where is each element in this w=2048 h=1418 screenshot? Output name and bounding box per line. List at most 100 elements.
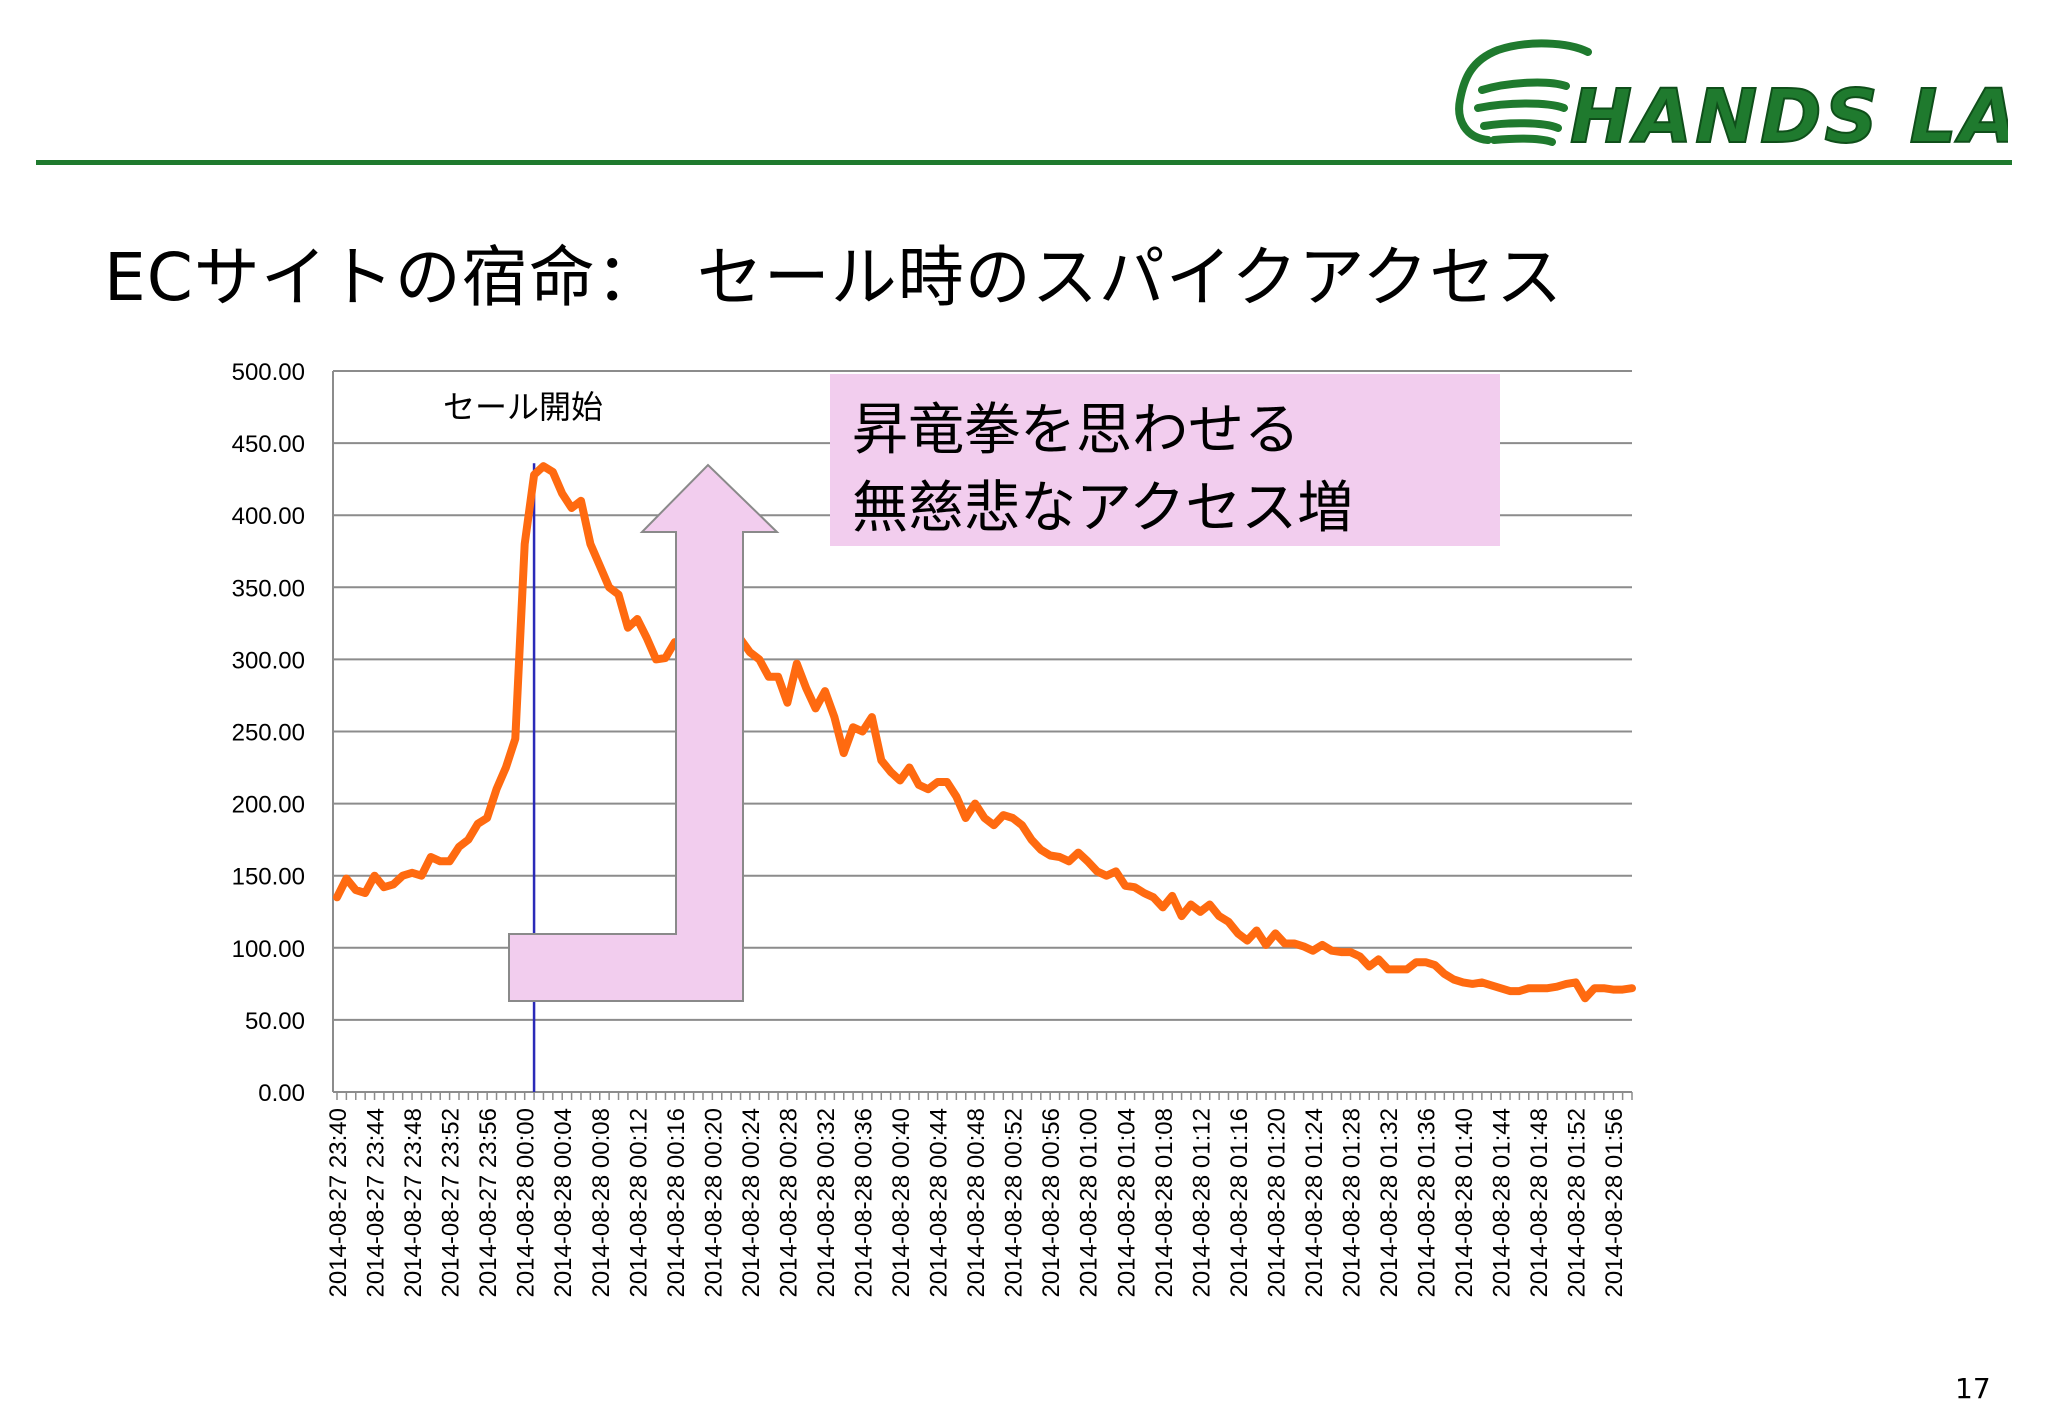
y-tick-label: 200.00	[232, 792, 305, 819]
series-point	[926, 787, 931, 792]
y-axis: 0.00 50.00 100.00 150.00 200.00 250.00 300.00 3…	[232, 359, 334, 1107]
y-tick-label: 150.00	[232, 864, 305, 891]
x-tick-label: 2014-08-28 00:48	[963, 1108, 990, 1298]
series-point	[879, 758, 884, 763]
series-point	[991, 823, 996, 828]
series-point	[1104, 873, 1109, 878]
y-tick-label: 0.00	[258, 1080, 305, 1107]
y-tick-label: 100.00	[232, 936, 305, 963]
series-point	[973, 801, 978, 806]
series-point	[1517, 989, 1522, 994]
series-point	[597, 563, 602, 568]
series-point	[400, 873, 405, 878]
x-tick-label: 2014-08-28 01:12	[1188, 1108, 1215, 1298]
series-point	[1611, 987, 1616, 992]
series-point	[954, 794, 959, 799]
x-tick-label: 2014-08-28 01:44	[1489, 1108, 1516, 1298]
series-point	[1592, 986, 1597, 991]
series-point	[1038, 847, 1043, 852]
x-tick-label: 2014-08-27 23:52	[438, 1108, 465, 1298]
series-point	[607, 585, 612, 590]
series-point	[1536, 986, 1541, 991]
series-point	[522, 542, 527, 547]
series-point	[1301, 944, 1306, 949]
series-point	[766, 674, 771, 679]
series-point	[1404, 967, 1409, 972]
series-point	[804, 686, 809, 691]
series-point	[1245, 938, 1250, 943]
series-point	[1414, 960, 1419, 965]
x-tick-label: 2014-08-28 00:32	[813, 1108, 840, 1298]
series-point	[1320, 942, 1325, 947]
x-tick-label: 2014-08-28 01:20	[1263, 1108, 1290, 1298]
series-point	[1085, 859, 1090, 864]
series-point	[794, 661, 799, 666]
series-point	[1198, 909, 1203, 914]
series-point	[1564, 981, 1569, 986]
series-point	[851, 725, 856, 730]
x-tick-label: 2014-08-28 01:16	[1226, 1108, 1253, 1298]
series-point	[644, 635, 649, 640]
series-point	[1442, 971, 1447, 976]
series-point	[1601, 986, 1606, 991]
series-point	[1348, 950, 1353, 955]
series-point	[532, 472, 537, 477]
hand-logo-icon	[1455, 39, 1592, 146]
x-tick-label: 2014-08-28 00:44	[926, 1108, 953, 1298]
series-point	[1207, 902, 1212, 907]
series-point	[578, 498, 583, 503]
series-point	[1132, 885, 1137, 890]
x-tick-label: 2014-08-28 00:20	[700, 1108, 727, 1298]
series-point	[1029, 837, 1034, 842]
x-tick-label: 2014-08-28 00:28	[775, 1108, 802, 1298]
up-arrow-shape	[508, 463, 780, 1002]
x-tick-label: 2014-08-28 00:36	[851, 1108, 878, 1298]
series-point	[1573, 980, 1578, 985]
x-tick-label: 2014-08-28 00:40	[888, 1108, 915, 1298]
series-point	[1066, 859, 1071, 864]
x-tick-label: 2014-08-28 00:00	[513, 1108, 540, 1298]
series-point	[1508, 989, 1513, 994]
series-point	[1151, 895, 1156, 900]
series-point	[898, 778, 903, 783]
series-point	[1432, 963, 1437, 968]
series-point	[982, 816, 987, 821]
x-tick-label: 2014-08-28 01:00	[1076, 1108, 1103, 1298]
x-tick-label: 2014-08-28 01:36	[1414, 1108, 1441, 1298]
series-point	[935, 779, 940, 784]
series-point	[410, 870, 415, 875]
series-point	[456, 844, 461, 849]
series-point	[363, 891, 368, 896]
series-point	[438, 859, 443, 864]
series-point	[1142, 891, 1147, 896]
series-point	[1095, 869, 1100, 874]
series-point	[1076, 850, 1081, 855]
y-tick-label: 250.00	[232, 720, 305, 747]
series-point	[419, 873, 424, 878]
y-tick-label: 450.00	[232, 431, 305, 458]
series-point	[1001, 813, 1006, 818]
series-point	[860, 729, 865, 734]
series-point	[1451, 977, 1456, 982]
series-point	[813, 706, 818, 711]
series-point	[1489, 983, 1494, 988]
series-point	[1583, 996, 1588, 1001]
series-point	[1545, 986, 1550, 991]
x-tick-label: 2014-08-27 23:56	[475, 1108, 502, 1298]
series-point	[381, 885, 386, 890]
series-point	[494, 787, 499, 792]
x-tick-label: 2014-08-27 23:40	[325, 1108, 352, 1298]
series-point	[485, 816, 490, 821]
x-tick-label: 2014-08-28 01:04	[1113, 1108, 1140, 1298]
x-tick-label: 2014-08-28 00:08	[588, 1108, 615, 1298]
series-point	[1113, 869, 1118, 874]
series-point	[1339, 950, 1344, 955]
callout-line-1: 昇竜拳を思わせる	[852, 398, 1300, 463]
series-point	[372, 873, 377, 878]
series-point	[1217, 914, 1222, 919]
sale-start-label: セール開始	[443, 388, 603, 426]
series-point	[1179, 914, 1184, 919]
series-point	[1273, 931, 1278, 936]
series-point	[1329, 948, 1334, 953]
